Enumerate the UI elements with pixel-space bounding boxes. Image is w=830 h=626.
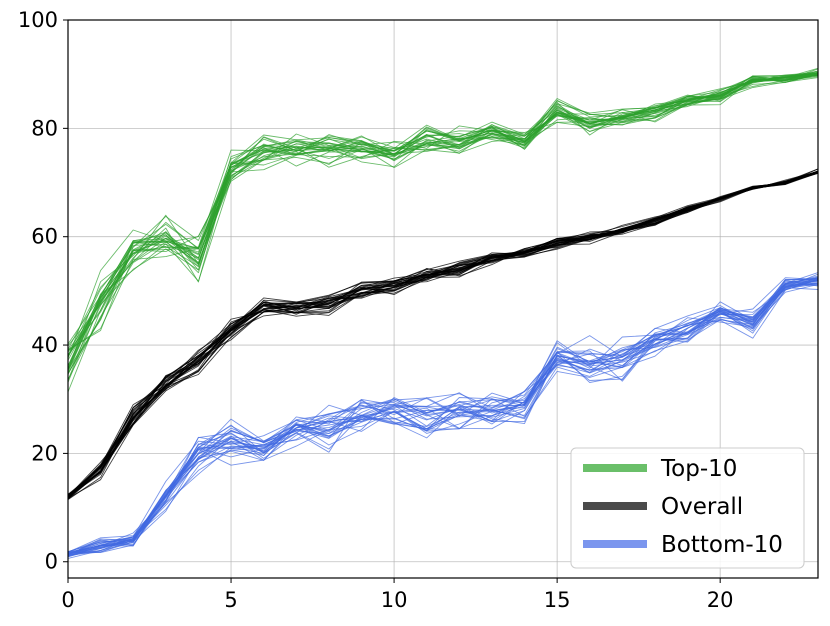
series-line [67,67,819,345]
y-tick-label: 60 [31,225,58,249]
y-tick-label: 100 [18,8,58,32]
axis-ticks: 0 5 10 15 20 0 20 40 60 80 100 [18,8,734,612]
y-tick-label: 80 [31,116,58,140]
series-line [67,170,819,496]
series-line [67,75,819,383]
x-tick-label: 10 [381,588,408,612]
legend: Top-10 Overall Bottom-10 [570,447,805,569]
y-tick-label: 20 [31,441,58,465]
x-tick-label: 15 [544,588,571,612]
x-tick-label: 5 [224,588,237,612]
series-line [67,75,819,393]
series-line [67,171,819,499]
series-line [67,72,819,358]
series-line [67,77,819,380]
series-line [67,276,819,554]
series-top-10-group [67,67,819,393]
series-lines [67,67,819,559]
y-tick-label: 0 [45,550,58,574]
series-line [67,171,819,496]
series-line [67,72,819,366]
series-line [67,73,819,370]
series-line [67,70,819,347]
plot-frame [67,19,819,579]
series-line [67,168,819,497]
series-line [67,171,819,497]
series-line [67,74,819,352]
series-line [67,284,819,559]
series-line [67,172,819,498]
series-overall-group [67,168,819,500]
legend-box [570,447,805,569]
legend-label: Top-10 [660,456,737,482]
series-line [67,170,819,495]
series-line [67,170,819,495]
series-line [67,72,819,356]
series-line [67,74,819,351]
series-line [67,277,819,557]
x-tick-label: 0 [61,588,74,612]
series-line [67,277,819,553]
legend-label: Overall [661,494,743,520]
series-line [67,74,819,375]
series-line [67,171,819,497]
y-tick-label: 40 [31,333,58,357]
series-line [67,72,819,373]
series-line [67,280,819,553]
series-line [67,74,819,351]
series-bottom-10-group [67,272,819,559]
x-tick-label: 20 [707,588,734,612]
series-line [67,282,819,556]
series-line [67,273,819,553]
series-line [67,170,819,496]
series-line [67,168,819,496]
legend-label: Bottom-10 [661,532,783,558]
series-line [67,72,819,350]
series-line [67,73,819,374]
